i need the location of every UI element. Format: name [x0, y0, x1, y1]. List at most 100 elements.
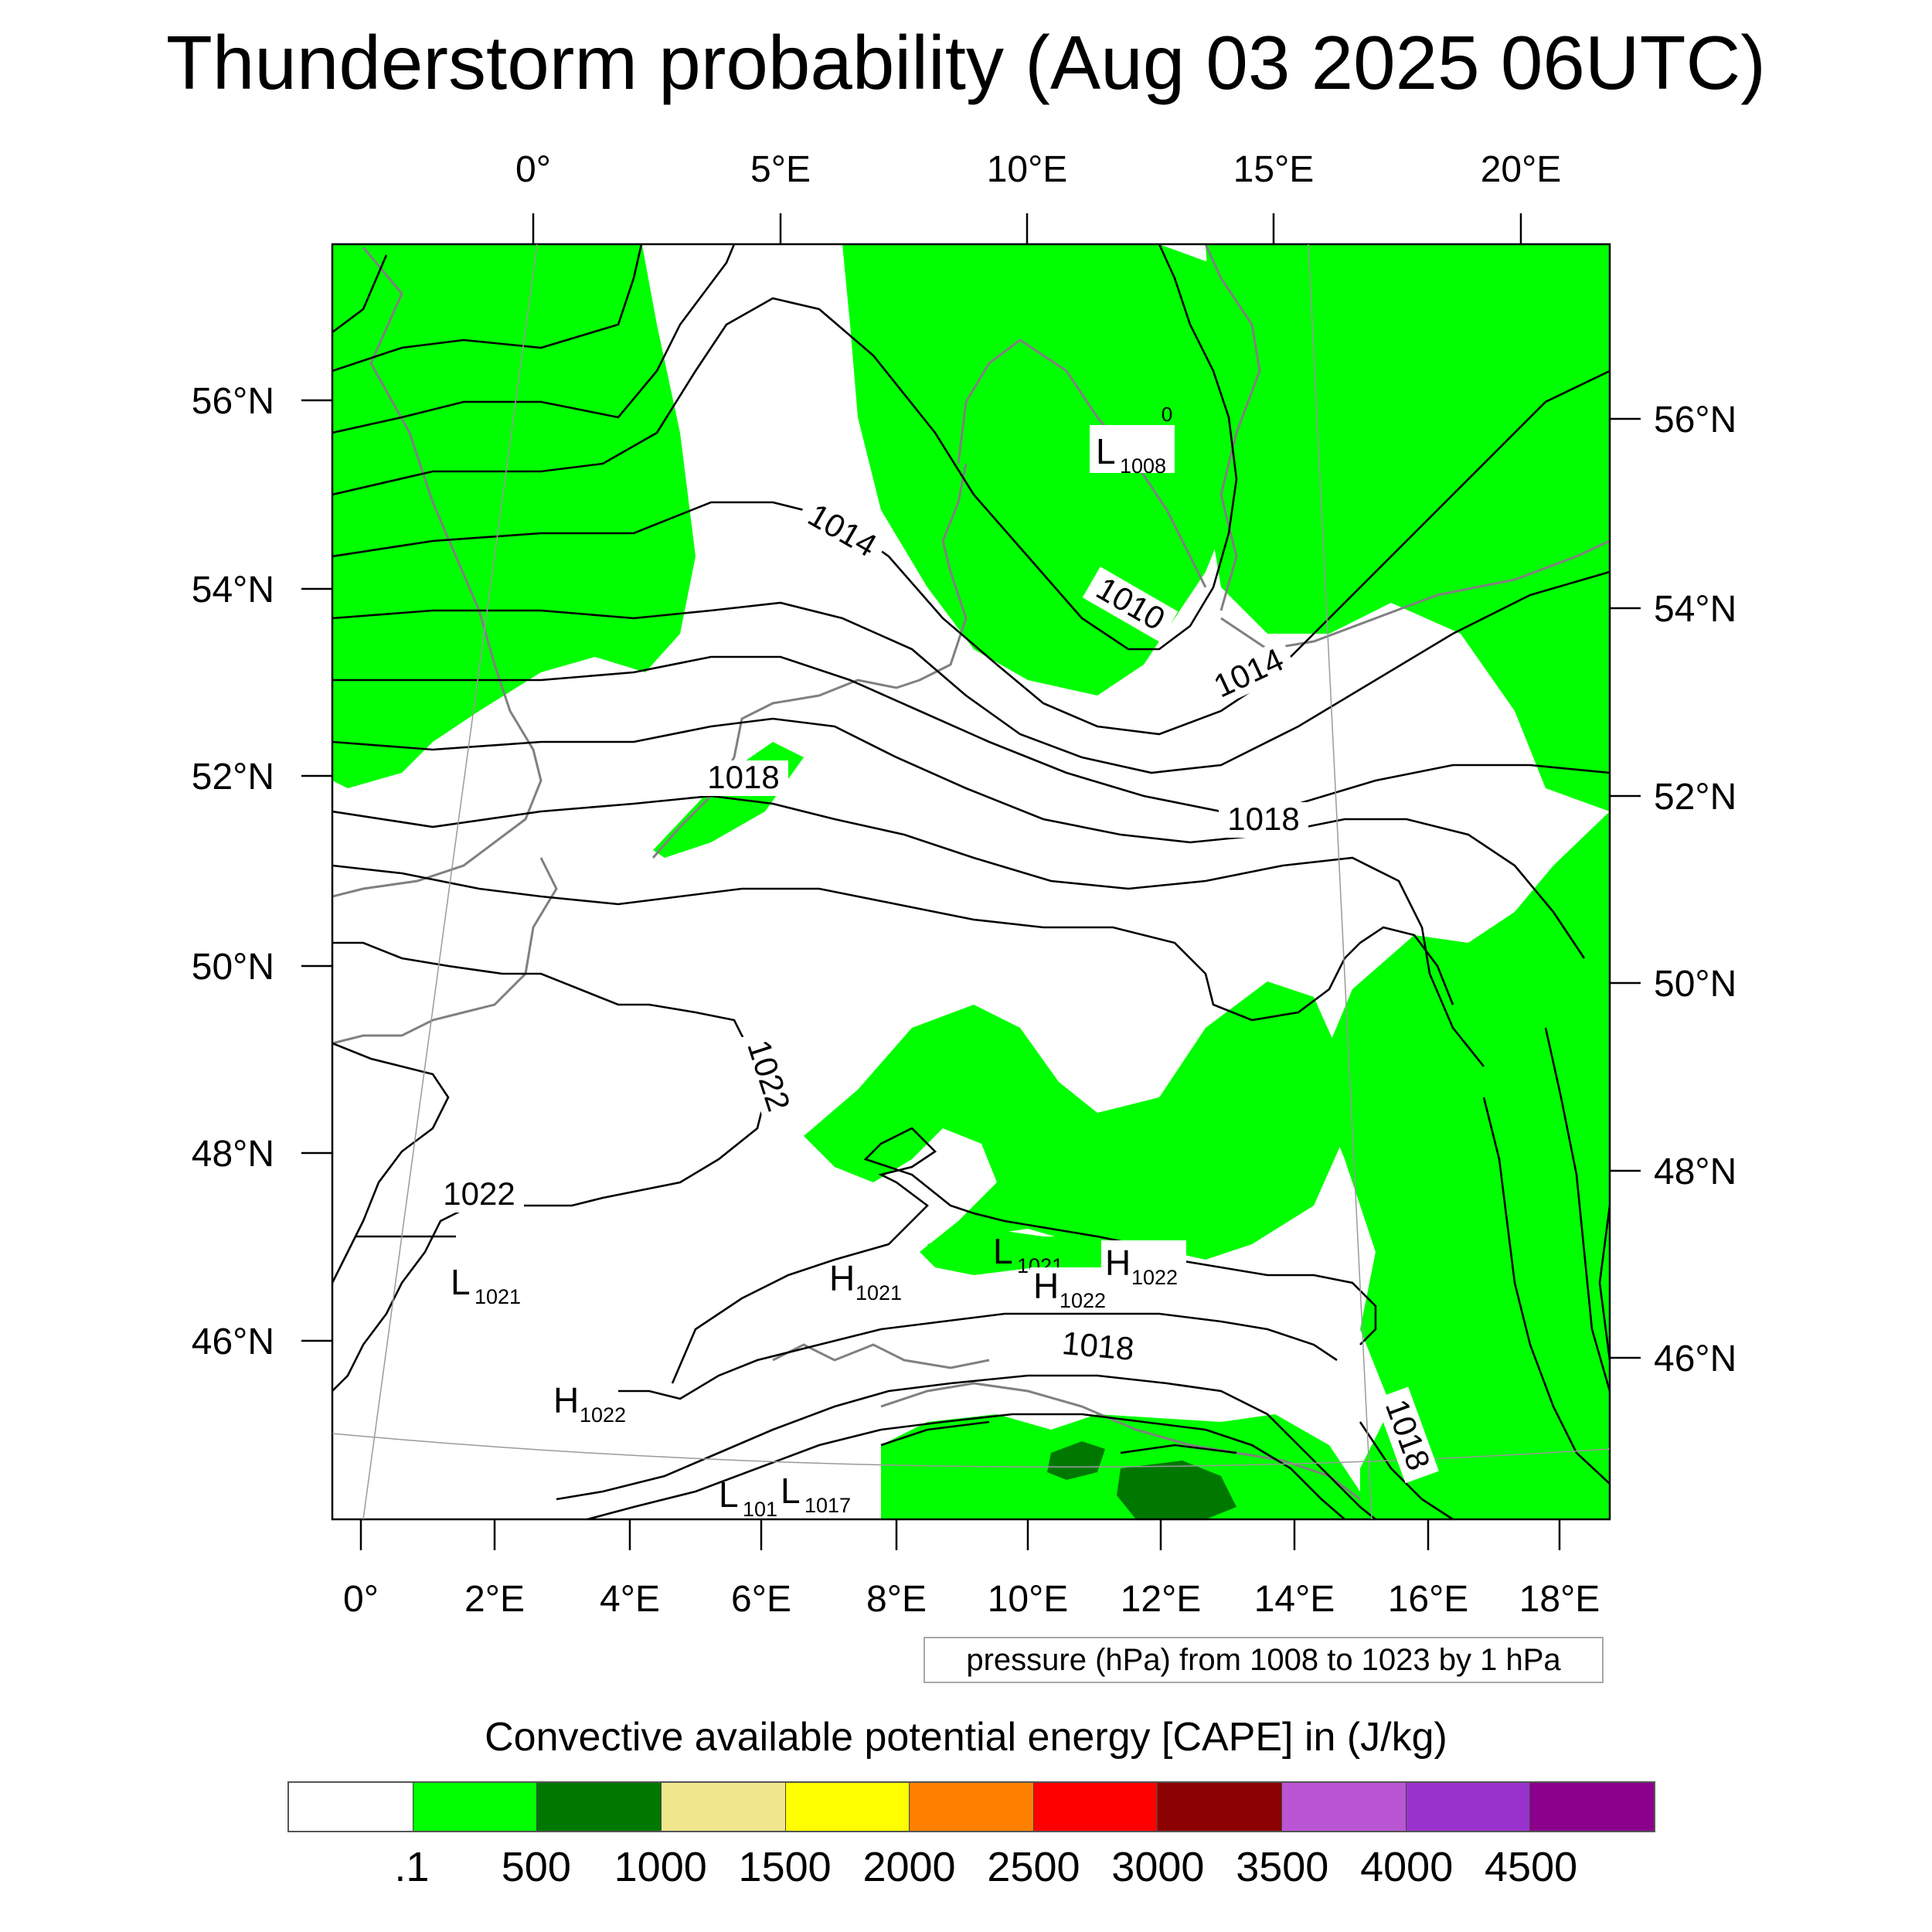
isobar	[332, 244, 736, 434]
pressure-center-value: 101	[743, 1498, 777, 1521]
lat-label-right: 46°N	[1654, 1338, 1736, 1379]
cape-area-east-europe	[1314, 811, 1610, 1519]
pressure-center-letter: L	[1096, 431, 1116, 471]
pressure-center-letter: H	[553, 1380, 579, 1420]
cape-area-italy-dark-2	[1117, 1461, 1236, 1519]
pressure-center: H 1022	[1105, 1243, 1178, 1289]
isobar	[332, 1042, 450, 1284]
isobar	[332, 244, 643, 372]
pressure-center: H 1022	[553, 1380, 626, 1427]
isobar	[332, 254, 388, 334]
isobar	[1544, 1027, 1610, 1392]
lon-label-bottom: 0°	[343, 1579, 379, 1620]
pressure-center-letter: L	[719, 1475, 739, 1515]
colorbar-label: 2500	[987, 1844, 1080, 1890]
isobar	[1120, 1444, 1237, 1454]
pressure-center-value: 1021	[474, 1285, 521, 1308]
colorbar-title: Convective available potential energy [C…	[485, 1715, 1447, 1760]
isobar	[587, 1413, 1345, 1519]
isobar	[332, 244, 1238, 651]
isobar	[556, 1374, 1376, 1519]
pressure-center-value: 1017	[804, 1494, 851, 1517]
coastline-adriatic	[880, 1382, 1361, 1501]
pressure-center-letter: L	[451, 1262, 471, 1302]
cape-area-italy-dark-1	[1047, 1441, 1105, 1480]
colorbar-cell	[289, 1783, 413, 1831]
lon-label-top: 15°E	[1233, 149, 1315, 190]
isobar	[332, 369, 1610, 736]
lon-label-bottom: 6°E	[731, 1579, 791, 1620]
lon-label-top: 10°E	[987, 149, 1068, 190]
colorbar-cell	[413, 1783, 538, 1831]
colorbar-label: 1500	[738, 1844, 832, 1890]
lat-label-left: 48°N	[192, 1134, 274, 1175]
contour-label: 0	[1162, 403, 1172, 426]
pressure-contours	[332, 244, 1610, 1519]
colorbar-cell	[1033, 1783, 1158, 1831]
coastline-alps-lakes	[772, 1343, 990, 1369]
lat-label-right: 56°N	[1654, 400, 1736, 440]
colorbar-cell	[1282, 1783, 1406, 1831]
lat-label-right: 50°N	[1654, 964, 1736, 1005]
pressure-center-letter: L	[781, 1471, 801, 1511]
colorbar-label: 4000	[1360, 1844, 1454, 1890]
cape-area-central-europe	[804, 981, 1345, 1267]
colorbar-cell	[661, 1783, 786, 1831]
pressure-center: H 1021	[829, 1258, 902, 1304]
pressure-center: L 101	[719, 1475, 777, 1521]
meridian-line	[362, 244, 538, 1519]
colorbar	[287, 1781, 1655, 1832]
isobar	[1482, 1097, 1610, 1485]
contour-label: 1018	[1060, 1325, 1135, 1367]
lon-label-bottom: 8°E	[866, 1579, 927, 1620]
isobar	[1598, 1205, 1610, 1361]
contour-label: 1022	[443, 1175, 515, 1212]
lon-label-bottom: 16°E	[1388, 1579, 1469, 1620]
colorbar-cell	[785, 1783, 910, 1831]
colorbar-cell	[1406, 1783, 1531, 1831]
pressure-center-value: 1022	[1060, 1289, 1106, 1312]
isobar	[332, 794, 1485, 1067]
pressure-center: L 1021	[451, 1262, 521, 1308]
chart-title: Thunderstorm probability (Aug 03 2025 06…	[166, 20, 1766, 105]
colorbar-label: 2000	[862, 1844, 956, 1890]
colorbar-labels: .1 500 1000 1500 2000 2500 3000 3500 400…	[287, 1843, 1655, 1897]
cape-area-scandinavia	[1206, 244, 1610, 811]
pressure-center-letter: H	[829, 1258, 855, 1298]
cape-area-uk	[332, 244, 696, 788]
lat-label-right: 48°N	[1654, 1151, 1736, 1192]
contour-info-box: pressure (hPa) from 1008 to 1023 by 1 hP…	[923, 1637, 1604, 1683]
axis-ticks	[301, 213, 1641, 1550]
lon-label-top: 0°	[515, 149, 551, 190]
pressure-centers: L 1008 L 1021 H 1021 L 1021 H 1022 H 102…	[451, 425, 1186, 1521]
axis-labels: 0° 5°E 10°E 15°E 20°E 0° 2°E 4°E 6°E 8°E…	[192, 149, 1737, 1620]
pressure-center: L 1008	[1096, 431, 1166, 478]
cape-area-north-sea	[842, 244, 1267, 696]
isobar	[332, 570, 1610, 774]
pressure-center-letter: H	[1033, 1266, 1059, 1306]
colorbar-label: .1	[394, 1844, 430, 1890]
contour-label: 1018	[707, 759, 779, 795]
lat-label-left: 46°N	[192, 1321, 274, 1362]
map-frame	[331, 243, 1611, 1521]
lat-label-left: 56°N	[192, 381, 274, 422]
isobar	[332, 864, 1454, 1022]
pressure-center-value: 1022	[580, 1403, 626, 1427]
pressure-center-value: 1021	[855, 1281, 902, 1304]
colorbar-cell	[1158, 1783, 1283, 1831]
lon-label-bottom: 18°E	[1519, 1579, 1600, 1620]
meridian-line	[1308, 244, 1372, 1519]
lon-label-bottom: 12°E	[1121, 1579, 1202, 1620]
colorbar-label: 3000	[1111, 1844, 1205, 1890]
pressure-center: H 1022	[1033, 1266, 1106, 1312]
lon-label-bottom: 14°E	[1254, 1579, 1335, 1620]
pressure-center: L 1017	[781, 1471, 851, 1517]
coastline-france-belgium	[332, 857, 558, 1045]
lat-label-right: 54°N	[1654, 589, 1736, 630]
colorbar-label: 4500	[1485, 1844, 1578, 1890]
isobar	[332, 717, 1586, 959]
contour-label: 1018	[1227, 801, 1299, 837]
colorbar-cell	[1530, 1783, 1655, 1831]
lat-label-left: 54°N	[192, 570, 274, 611]
